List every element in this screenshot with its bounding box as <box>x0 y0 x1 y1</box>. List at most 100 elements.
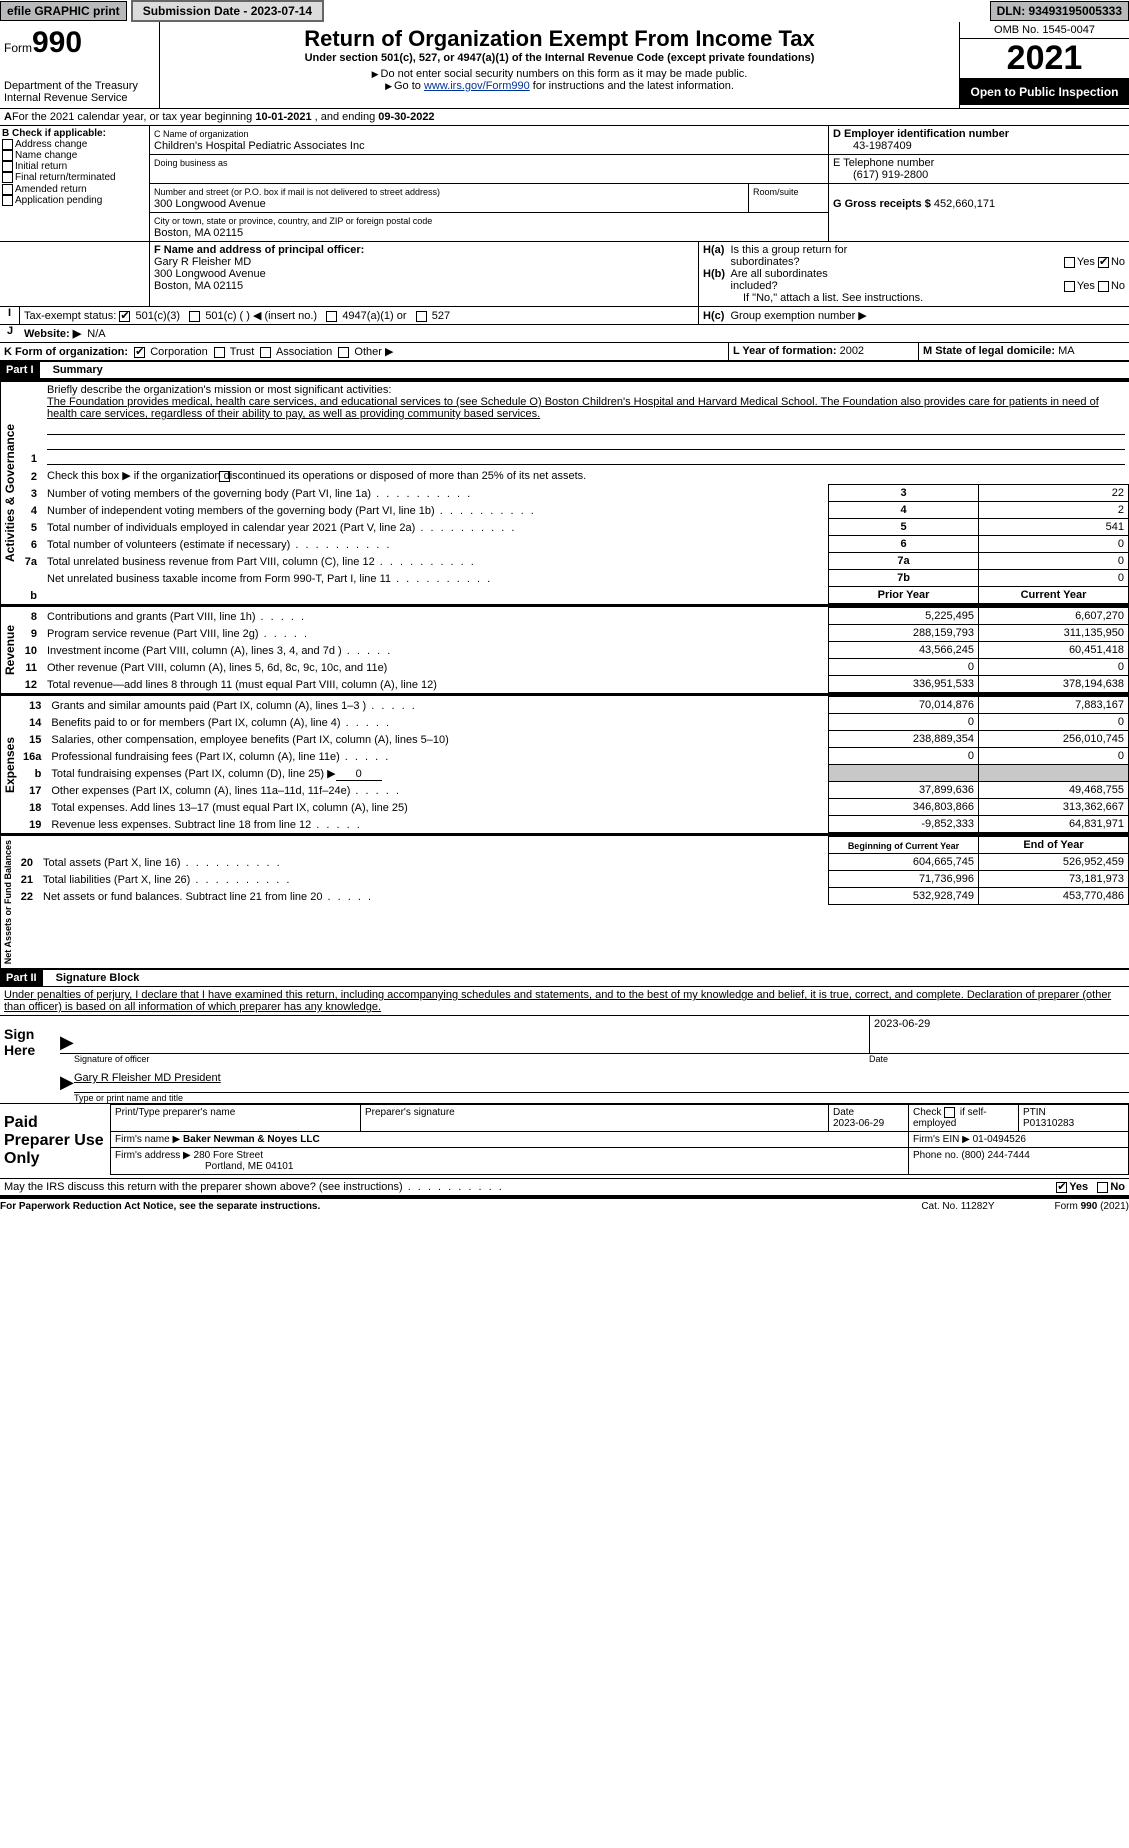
street-label: Number and street (or P.O. box if mail i… <box>154 187 440 197</box>
line7b-value: 0 <box>979 570 1129 587</box>
discuss-no-checkbox[interactable] <box>1097 1182 1108 1193</box>
address-change-checkbox[interactable] <box>2 139 13 150</box>
mission-text: The Foundation provides medical, health … <box>47 396 1099 420</box>
officer-city: Boston, MA 02115 <box>154 280 243 292</box>
firm-phone: (800) 244-7444 <box>961 1150 1029 1161</box>
line19-current: 64,831,971 <box>979 816 1129 833</box>
officer-street: 300 Longwood Avenue <box>154 268 266 280</box>
firm-name: Baker Newman & Noyes LLC <box>183 1134 320 1145</box>
prep-sig-label: Preparer's signature <box>365 1107 455 1118</box>
h-c-row: H(c) Group exemption number ▶ <box>699 307 1129 324</box>
check-if-applicable: B Check if applicable: Address change Na… <box>0 126 150 241</box>
officer-typed-name: Gary R Fleisher MD President <box>74 1072 221 1084</box>
501c-other-checkbox[interactable] <box>189 311 200 322</box>
line12-current: 378,194,638 <box>979 676 1129 693</box>
discuss-row: May the IRS discuss this return with the… <box>0 1179 1129 1196</box>
line16a-prior: 0 <box>829 748 979 765</box>
4947a1-checkbox[interactable] <box>326 311 337 322</box>
line21-begin: 71,736,996 <box>829 871 979 888</box>
other-org-checkbox[interactable] <box>338 347 349 358</box>
tax-year: 2021 <box>960 39 1129 79</box>
sig-officer-label: Signature of officer <box>74 1054 869 1064</box>
top-bar: efile GRAPHIC print Submission Date - 20… <box>0 0 1129 22</box>
line10-current: 60,451,418 <box>979 642 1129 659</box>
begin-year-header: Beginning of Current Year <box>829 837 979 854</box>
room-label: Room/suite <box>753 187 799 197</box>
dln-label: DLN: 93493195005333 <box>990 1 1129 21</box>
firm-ein: 01-0494526 <box>973 1134 1026 1145</box>
org-name: Children's Hospital Pediatric Associates… <box>154 140 365 152</box>
footer: For Paperwork Reduction Act Notice, see … <box>0 1199 1129 1212</box>
501c3-checkbox[interactable] <box>119 311 130 322</box>
line20-end: 526,952,459 <box>979 854 1129 871</box>
officer-label: F Name and address of principal officer: <box>154 244 364 256</box>
irs-label: Internal Revenue Service <box>4 92 155 104</box>
final-return-checkbox[interactable] <box>2 172 13 183</box>
line16b-current-grey <box>979 765 1129 782</box>
irs-link[interactable]: www.irs.gov/Form990 <box>424 80 530 92</box>
discontinued-checkbox[interactable] <box>219 471 230 482</box>
sig-date-value: 2023-06-29 <box>874 1018 930 1030</box>
trust-checkbox[interactable] <box>214 347 225 358</box>
gross-receipts-label: G Gross receipts $ <box>833 198 931 210</box>
date-label: Date <box>869 1054 1129 1064</box>
pra-notice: For Paperwork Reduction Act Notice, see … <box>0 1201 320 1212</box>
org-name-label: C Name of organization <box>154 129 249 139</box>
line17-current: 49,468,755 <box>979 782 1129 799</box>
self-employed-checkbox[interactable] <box>944 1107 955 1118</box>
city-state-zip: Boston, MA 02115 <box>154 227 243 239</box>
application-pending-checkbox[interactable] <box>2 195 13 206</box>
entity-block: B Check if applicable: Address change Na… <box>0 126 1129 242</box>
instructions-link-row: Go to www.irs.gov/Form990 for instructio… <box>164 80 955 92</box>
year-formation: 2002 <box>840 345 864 357</box>
part-2-header: Part II Signature Block <box>0 969 1129 987</box>
line9-prior: 288,159,793 <box>829 625 979 642</box>
line20-begin: 604,665,745 <box>829 854 979 871</box>
line18-prior: 346,803,866 <box>829 799 979 816</box>
prior-year-header: Prior Year <box>829 587 979 604</box>
line10-prior: 43,566,245 <box>829 642 979 659</box>
k-l-m-row: K Form of organization: Corporation Trus… <box>0 343 1129 361</box>
assoc-checkbox[interactable] <box>260 347 271 358</box>
part-1-header: Part I Summary <box>0 361 1129 379</box>
line4-value: 2 <box>979 502 1129 519</box>
end-year-header: End of Year <box>979 837 1129 854</box>
penalty-statement: Under penalties of perjury, I declare th… <box>0 987 1129 1016</box>
corp-checkbox[interactable] <box>134 347 145 358</box>
omb-number: OMB No. 1545-0047 <box>960 22 1129 39</box>
officer-name: Gary R Fleisher MD <box>154 256 251 268</box>
form-header: Form990 Department of the Treasury Inter… <box>0 22 1129 109</box>
h-b-note: If "No," attach a list. See instructions… <box>703 292 1125 304</box>
city-label: City or town, state or province, country… <box>154 216 432 226</box>
form-subtitle: Under section 501(c), 527, or 4947(a)(1)… <box>164 52 955 64</box>
line6-value: 0 <box>979 536 1129 553</box>
submission-date-button[interactable]: Submission Date - 2023-07-14 <box>131 0 324 22</box>
527-checkbox[interactable] <box>416 311 427 322</box>
line14-prior: 0 <box>829 714 979 731</box>
line14-current: 0 <box>979 714 1129 731</box>
ein-label: D Employer identification number <box>833 128 1009 140</box>
line9-current: 311,135,950 <box>979 625 1129 642</box>
discuss-yes-checkbox[interactable] <box>1056 1182 1067 1193</box>
line18-current: 313,362,667 <box>979 799 1129 816</box>
type-name-label: Type or print name and title <box>74 1093 183 1103</box>
hb-no-checkbox[interactable] <box>1098 281 1109 292</box>
initial-return-checkbox[interactable] <box>2 161 13 172</box>
line8-prior: 5,225,495 <box>829 608 979 625</box>
current-year-header: Current Year <box>979 587 1129 604</box>
line7a-value: 0 <box>979 553 1129 570</box>
sign-here-label: Sign Here <box>0 1016 60 1103</box>
ssn-note: Do not enter social security numbers on … <box>164 68 955 80</box>
line22-begin: 532,928,749 <box>829 888 979 905</box>
form-990-label: Form990 <box>4 26 155 60</box>
hb-yes-checkbox[interactable] <box>1064 281 1075 292</box>
ha-yes-checkbox[interactable] <box>1064 257 1075 268</box>
ha-no-checkbox[interactable] <box>1098 257 1109 268</box>
state-domicile: MA <box>1058 345 1075 357</box>
cat-no: Cat. No. 11282Y <box>921 1201 994 1212</box>
dba-label: Doing business as <box>154 158 228 168</box>
line8-current: 6,607,270 <box>979 608 1129 625</box>
amended-return-checkbox[interactable] <box>2 184 13 195</box>
side-label-activities: Activities & Governance <box>0 382 19 604</box>
name-change-checkbox[interactable] <box>2 150 13 161</box>
